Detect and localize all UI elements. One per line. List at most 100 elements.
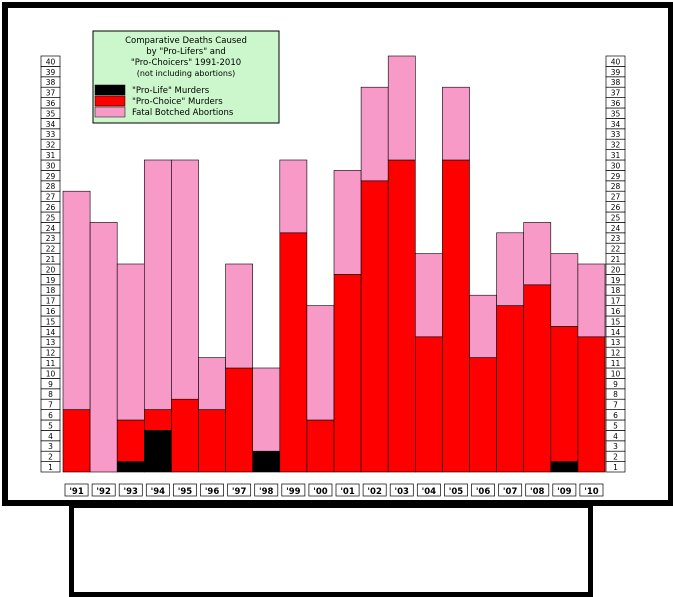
xtick-label-9: '00 (313, 487, 328, 497)
left-ytick-label-1: 1 (48, 463, 53, 472)
right-ytick-label-9: 9 (613, 380, 618, 389)
right-ytick-label-39: 39 (611, 68, 621, 77)
xtick-label-3: '94 (151, 487, 166, 497)
xtick-label-13: '04 (422, 487, 437, 497)
left-ytick-label-3: 3 (48, 442, 53, 451)
legend-swatch-0 (94, 84, 126, 96)
xtick-cell-14 (444, 483, 468, 497)
xtick-label-6: '97 (232, 487, 247, 497)
bar-prochoice-15 (469, 357, 497, 473)
chart-title-line-2: by "Pro-Lifers" and (146, 47, 226, 57)
right-ytick-label-8: 8 (613, 390, 618, 399)
left-ytick-label-2: 2 (48, 453, 53, 462)
left-ytick-label-5: 5 (48, 421, 53, 430)
xtick-cell-0 (64, 483, 89, 497)
xtick-label-12: '03 (395, 487, 410, 497)
right-ytick-label-12: 12 (611, 349, 621, 358)
left-ytick-label-29: 29 (46, 172, 56, 181)
bar-prochoice-18 (550, 326, 579, 462)
bar-botched-18 (550, 253, 579, 327)
bar-botched-2 (116, 263, 145, 421)
left-ytick-label-11: 11 (46, 359, 56, 368)
left-ytick-cell-40 (40, 55, 61, 67)
xtick-label-16: '07 (503, 487, 518, 497)
xtick-cell-11 (362, 483, 387, 497)
xtick-cell-17 (525, 483, 550, 497)
right-ytick-label-20: 20 (611, 265, 621, 274)
xtick-label-7: '98 (259, 487, 274, 497)
right-ytick-label-17: 17 (611, 297, 621, 306)
right-ytick-label-1: 1 (613, 463, 618, 472)
left-ytick-label-7: 7 (48, 401, 53, 410)
chart-title-line-3: "Pro-Choicers" 1991-2010 (131, 58, 241, 68)
bar-botched-4 (171, 159, 199, 400)
bar-botched-6 (225, 263, 254, 369)
chart-frame: 1 2 3 4 5 6 7 8 9 10 11 12 13 14 15 16 17 18 19 20 21 22 23 24 2… (2, 2, 673, 506)
right-ytick-label-28: 28 (611, 182, 621, 191)
xtick-label-18: '09 (557, 487, 572, 497)
chart-subtitle: (not including abortions) (137, 69, 236, 78)
xtick-cell-18 (552, 483, 577, 497)
xtick-label-19: '10 (584, 487, 599, 497)
right-ytick-label-23: 23 (611, 234, 621, 243)
xtick-cell-9 (308, 483, 333, 497)
left-ytick-label-6: 6 (48, 411, 53, 420)
left-ytick-label-15: 15 (46, 317, 56, 326)
right-y-axis: 1234567891011121314151617181920212223242… (605, 55, 626, 473)
left-ytick-label-13: 13 (46, 338, 56, 347)
legend-label-0: "Pro-Life" Murders (132, 86, 210, 96)
bar-prochoice-14 (442, 159, 470, 473)
bar-botched-3 (144, 159, 172, 410)
chart-title-line-1: Comparative Deaths Caused (125, 36, 247, 46)
bar-botched-12 (387, 55, 416, 161)
legend-label-2: Fatal Botched Abortions (132, 108, 234, 118)
left-ytick-label-17: 17 (46, 297, 56, 306)
bar-botched-1 (89, 222, 118, 473)
right-ytick-label-14: 14 (611, 328, 621, 337)
legend-swatch-1 (94, 95, 126, 107)
bar-prochoice-10 (333, 274, 362, 473)
right-ytick-label-29: 29 (611, 172, 621, 181)
left-ytick-label-20: 20 (46, 265, 56, 274)
left-ytick-label-10: 10 (46, 369, 56, 378)
bar-botched-0 (62, 190, 91, 410)
xtick-cell-1 (91, 483, 116, 497)
legend-label-1: "Pro-Choice" Murders (132, 97, 223, 107)
right-ytick-label-19: 19 (611, 276, 621, 285)
bar-prochoice-16 (496, 305, 525, 473)
bar-prochoice-8 (279, 232, 308, 473)
xtick-cell-8 (281, 483, 306, 497)
bar-prolife-7 (252, 450, 281, 473)
bar-botched-9 (306, 305, 335, 421)
xtick-cell-16 (498, 483, 523, 497)
bar-botched-7 (252, 367, 281, 452)
right-ytick-label-24: 24 (611, 224, 621, 233)
bar-botched-13 (414, 253, 443, 338)
xtick-label-5: '96 (205, 487, 220, 497)
xtick-label-11: '02 (367, 487, 382, 497)
right-ytick-label-38: 38 (611, 78, 621, 87)
left-ytick-label-40: 40 (46, 57, 56, 66)
right-ytick-label-36: 36 (611, 99, 621, 108)
left-ytick-label-37: 37 (46, 89, 56, 98)
xtick-cell-7 (254, 483, 279, 497)
bar-prochoice-17 (523, 284, 552, 473)
right-ytick-label-7: 7 (613, 401, 618, 410)
right-ytick-label-11: 11 (611, 359, 621, 368)
bar-botched-19 (577, 263, 606, 338)
xtick-cell-15 (471, 483, 495, 497)
left-ytick-label-24: 24 (46, 224, 56, 233)
left-ytick-label-39: 39 (46, 68, 56, 77)
xtick-label-15: '06 (476, 487, 491, 497)
left-ytick-label-4: 4 (48, 432, 53, 441)
left-ytick-label-12: 12 (46, 349, 56, 358)
bar-botched-8 (279, 159, 308, 234)
right-ytick-label-37: 37 (611, 89, 621, 98)
bar-botched-15 (469, 294, 497, 358)
x-axis: '91 '92 '93 '94 '95 '96 '97 '98 '99 '00 '01 '02 '03 '… (64, 483, 604, 497)
left-ytick-label-23: 23 (46, 234, 56, 243)
left-ytick-label-16: 16 (46, 307, 56, 316)
left-ytick-label-21: 21 (46, 255, 56, 264)
bar-prochoice-11 (360, 180, 389, 473)
xtick-cell-2 (118, 483, 143, 497)
